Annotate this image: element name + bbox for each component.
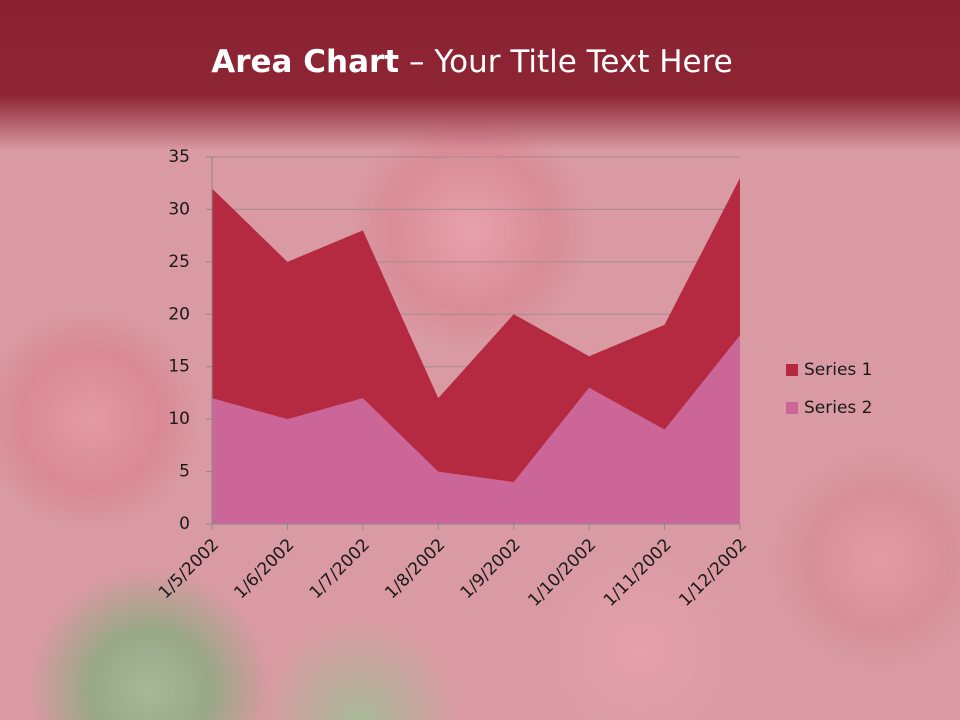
y-tick-label: 5 <box>179 462 190 482</box>
y-tick-label: 25 <box>168 252 190 272</box>
x-tick-label: 1/7/2002 <box>306 535 374 603</box>
chart-title: Area Chart – Your Title Text Here <box>211 44 732 80</box>
title-bar <box>0 0 960 150</box>
x-tick-label: 1/6/2002 <box>230 535 298 603</box>
y-tick-label: 0 <box>179 514 190 534</box>
y-tick-label: 35 <box>168 147 190 167</box>
x-tick-label: 1/9/2002 <box>457 535 525 603</box>
x-tick-label: 1/10/2002 <box>524 535 600 611</box>
y-tick-label: 10 <box>168 409 190 429</box>
area <box>212 335 740 524</box>
x-tick-label: 1/5/2002 <box>155 535 223 603</box>
legend-label: Series 2 <box>804 398 873 418</box>
legend-swatch <box>786 402 798 414</box>
y-tick-label: 30 <box>168 199 190 219</box>
title-rest: – Your Title Text Here <box>409 44 733 80</box>
legend-label: Series 1 <box>804 360 873 380</box>
x-tick-label: 1/12/2002 <box>675 535 751 611</box>
y-tick-label: 15 <box>168 357 190 377</box>
title-bold: Area Chart <box>211 44 399 80</box>
legend-swatch <box>786 364 798 376</box>
x-tick-label: 1/11/2002 <box>600 535 676 611</box>
x-tick-label: 1/8/2002 <box>381 535 449 603</box>
y-tick-label: 20 <box>168 304 190 324</box>
